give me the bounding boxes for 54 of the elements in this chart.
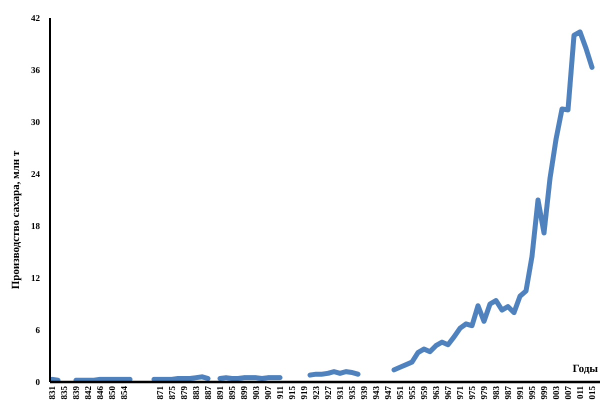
x-tick-label: 979: [479, 386, 489, 400]
x-tick-label: 899: [239, 386, 249, 400]
x-tick-label: 975: [467, 386, 477, 400]
y-tick-label: 12: [31, 273, 40, 284]
x-tick-label: 835: [59, 386, 69, 400]
x-tick-label: 907: [263, 386, 273, 400]
x-tick-label: 931: [335, 386, 345, 400]
y-tick-label: 0: [36, 377, 40, 388]
x-tick-label: 991: [515, 386, 525, 400]
x-tick-label: 011: [575, 386, 585, 400]
x-tick-label: 883: [191, 386, 201, 400]
x-tick-label: 947: [383, 386, 393, 400]
x-tick-label: 842: [83, 386, 93, 400]
x-tick-label: 987: [503, 386, 513, 400]
x-tick-label: 943: [371, 386, 381, 400]
x-tick-label: 915: [287, 386, 297, 400]
x-tick-label: 875: [167, 386, 177, 400]
x-tick-label: 927: [323, 386, 333, 400]
x-tick-label: 871: [155, 386, 165, 400]
x-tick-label: 015: [587, 386, 597, 400]
y-axis-title: Производство сахара, млн т: [10, 150, 22, 290]
x-tick-label: 995: [527, 386, 537, 400]
x-tick-label: 939: [359, 386, 369, 400]
x-tick-label: 999: [539, 386, 549, 400]
x-tick-label: 911: [275, 386, 285, 400]
x-tick-label: 831: [47, 386, 57, 400]
y-tick-label: 30: [31, 117, 40, 128]
x-tick-label: 983: [491, 386, 501, 400]
x-axis-title: Годы: [572, 363, 598, 375]
y-tick-label: 6: [36, 325, 40, 336]
x-tick-label: 887: [203, 386, 213, 400]
y-tick-label: 24: [31, 169, 40, 180]
x-tick-label: 955: [407, 386, 417, 400]
x-tick-label: 003: [551, 386, 561, 400]
x-tick-label: 963: [431, 386, 441, 400]
y-tick-label: 42: [31, 13, 40, 24]
y-tick-label: 18: [31, 221, 40, 232]
x-tick-label: 846: [95, 386, 105, 400]
x-tick-label: 891: [215, 386, 225, 400]
x-tick-label: 951: [395, 386, 405, 400]
x-tick-label: 971: [455, 386, 465, 400]
x-tick-label: 854: [119, 386, 129, 400]
x-tick-label: 879: [179, 386, 189, 400]
x-tick-label: 923: [311, 386, 321, 400]
x-tick-label: 839: [71, 386, 81, 400]
y-tick-label: 36: [31, 65, 40, 76]
x-tick-label: 007: [563, 386, 573, 400]
x-tick-label: 935: [347, 386, 357, 400]
x-tick-label: 967: [443, 386, 453, 400]
x-tick-label: 919: [299, 386, 309, 400]
x-tick-label: 850: [107, 386, 117, 400]
x-tick-label: 903: [251, 386, 261, 400]
x-tick-label: 895: [227, 386, 237, 400]
x-tick-label: 959: [419, 386, 429, 400]
